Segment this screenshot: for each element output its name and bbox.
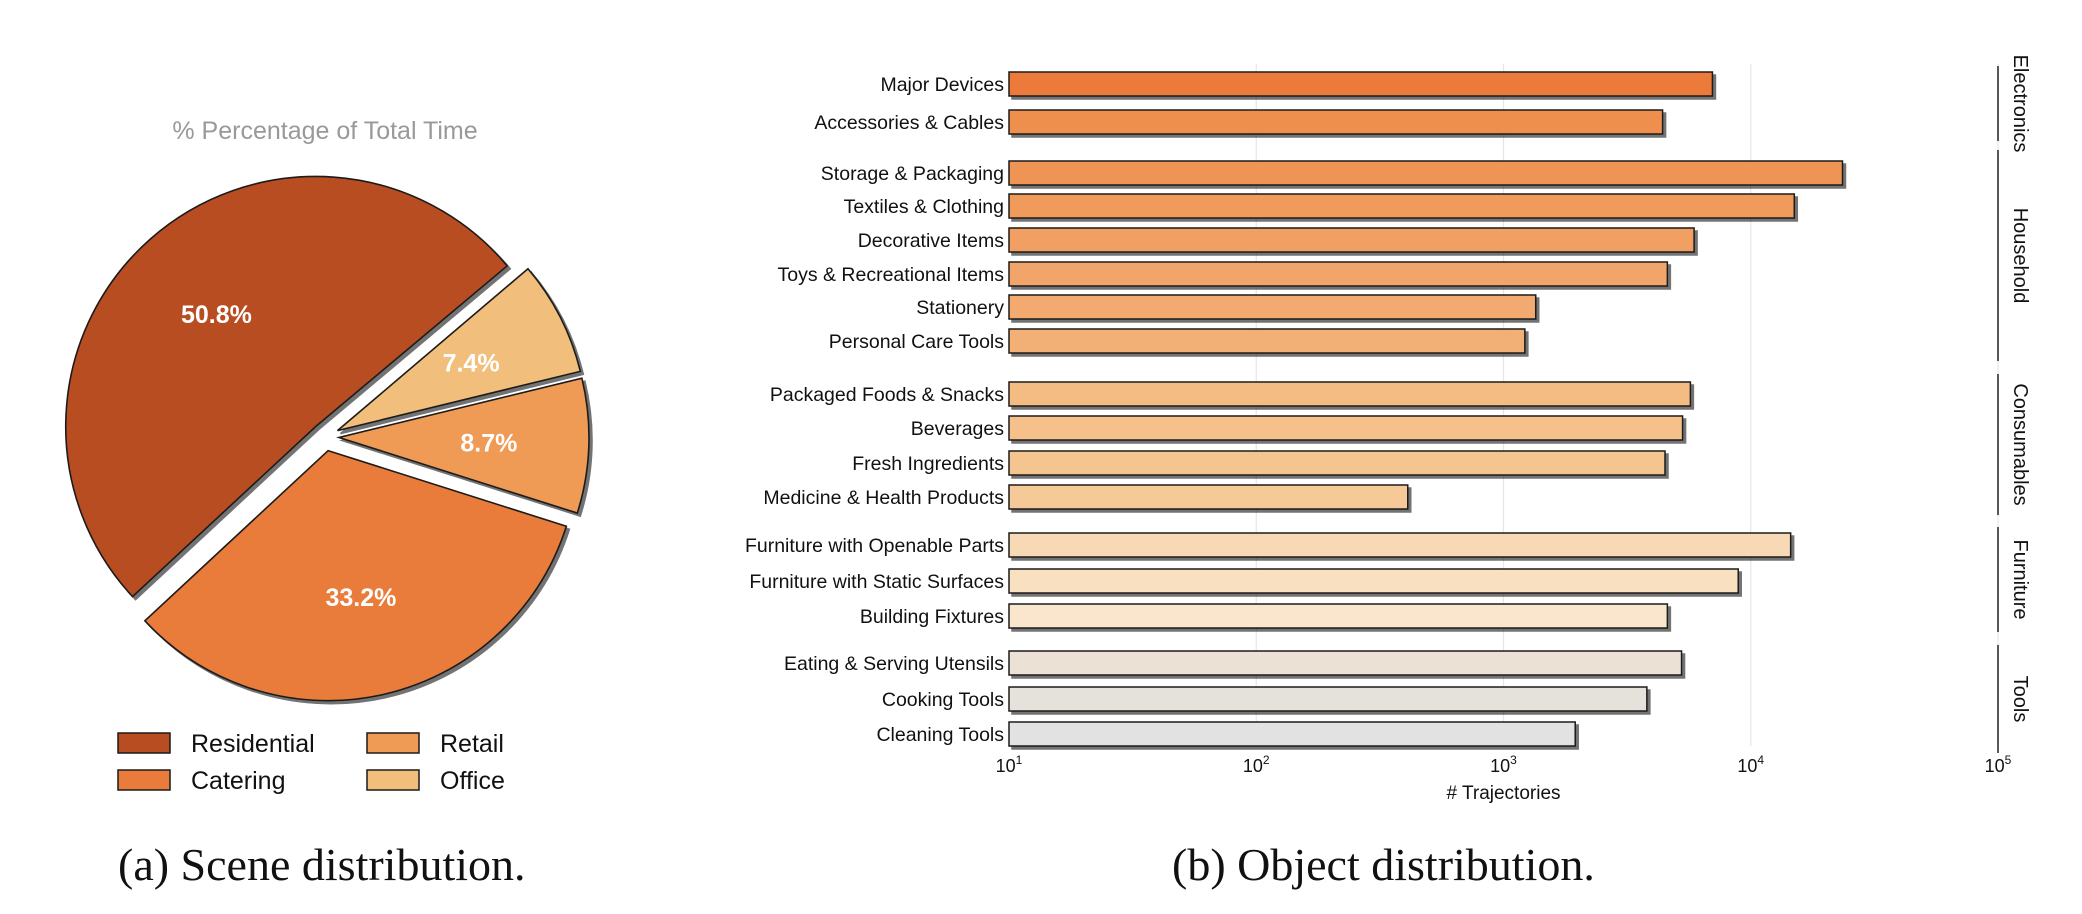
bar-toys-and-recreational-items [1008, 261, 1669, 287]
bar-label-stationery: Stationery [916, 297, 1004, 319]
group-label-consumables: Consumables [2009, 383, 2031, 505]
group-label-furniture: Furniture [2009, 539, 2031, 619]
pie-slice-residential [64, 175, 509, 598]
bar-fresh-ingredients [1008, 450, 1666, 476]
bar-label-eating-and-serving-utensils: Eating & Serving Utensils [784, 653, 1004, 675]
bar-label-cleaning-tools: Cleaning Tools [876, 724, 1004, 746]
bar-label-packaged-foods-and-snacks: Packaged Foods & Snacks [770, 384, 1004, 406]
legend-swatch-retail [366, 732, 420, 754]
bar-furniture-with-static-surfaces [1008, 568, 1739, 594]
x-tick-label: 103 [1490, 753, 1517, 776]
bar-major-devices [1008, 71, 1714, 97]
bar-decorative-items [1008, 227, 1695, 253]
pie-label-catering: 33.2% [325, 584, 396, 612]
pie-slice-office [336, 267, 582, 432]
group-label-electronics: Electronics [2009, 55, 2031, 153]
bar-accessories-and-cables [1008, 109, 1664, 135]
bar-stationery [1008, 294, 1537, 320]
pie-label-retail: 8.7% [460, 430, 517, 458]
legend-swatch-residential [117, 732, 171, 754]
pie-label-residential: 50.8% [181, 301, 252, 329]
bar-chart: Major Devices Accessories & Cables Electro… [745, 55, 2031, 804]
x-tick-label: 104 [1737, 753, 1764, 776]
caption-object-distribution: (b) Object distribution. [1172, 839, 1595, 890]
bar-label-furniture-with-static-surfaces: Furniture with Static Surfaces [749, 571, 1004, 593]
bar-label-cooking-tools: Cooking Tools [882, 689, 1004, 711]
bar-building-fixtures [1008, 603, 1669, 629]
bar-beverages [1008, 415, 1684, 441]
pie-label-office: 7.4% [443, 349, 500, 377]
legend-swatch-catering [117, 769, 171, 791]
x-tick-label: 102 [1243, 753, 1270, 776]
bar-label-fresh-ingredients: Fresh Ingredients [852, 453, 1004, 475]
bar-medicine-and-health-products [1008, 484, 1409, 510]
group-label-tools: Tools [2009, 676, 2031, 723]
pie-slice-catering [143, 449, 568, 702]
bar-cleaning-tools [1008, 721, 1576, 747]
bar-eating-and-serving-utensils [1008, 650, 1683, 676]
legend-label-retail: Retail [440, 730, 504, 758]
bar-furniture-with-openable-parts [1008, 532, 1792, 558]
bar-label-accessories-and-cables: Accessories & Cables [814, 112, 1004, 134]
legend-label-residential: Residential [191, 730, 315, 758]
bar-label-furniture-with-openable-parts: Furniture with Openable Parts [745, 535, 1004, 557]
bar-cooking-tools [1008, 686, 1648, 712]
bar-label-medicine-and-health-products: Medicine & Health Products [763, 487, 1004, 509]
bar-label-storage-and-packaging: Storage & Packaging [821, 163, 1004, 185]
group-label-household: Household [2009, 208, 2031, 304]
bar-label-personal-care-tools: Personal Care Tools [829, 331, 1004, 353]
legend-label-office: Office [440, 767, 505, 795]
bar-label-building-fixtures: Building Fixtures [860, 606, 1004, 628]
bar-label-decorative-items: Decorative Items [858, 230, 1005, 252]
bar-label-beverages: Beverages [911, 418, 1004, 440]
bar-packaged-foods-and-snacks [1008, 381, 1692, 407]
bar-storage-and-packaging [1008, 160, 1844, 186]
legend-label-catering: Catering [191, 767, 286, 795]
bar-label-toys-and-recreational-items: Toys & Recreational Items [777, 264, 1004, 286]
bar-label-major-devices: Major Devices [880, 74, 1004, 96]
bar-label-textiles-and-clothing: Textiles & Clothing [844, 196, 1004, 218]
legend-swatch-office [366, 769, 420, 791]
pie-slice-retail [336, 377, 590, 515]
bar-textiles-and-clothing [1008, 193, 1796, 219]
pie-chart: % Percentage of Total Time 50.8% 33.2% 8.7%… [64, 117, 590, 795]
x-tick-label: 101 [996, 753, 1023, 776]
x-axis-label: # Trajectories [1446, 783, 1560, 804]
pie-title: % Percentage of Total Time [172, 117, 477, 145]
bar-personal-care-tools [1008, 328, 1526, 354]
x-tick-label: 105 [1985, 753, 2012, 776]
caption-scene-distribution: (a) Scene distribution. [118, 839, 526, 890]
